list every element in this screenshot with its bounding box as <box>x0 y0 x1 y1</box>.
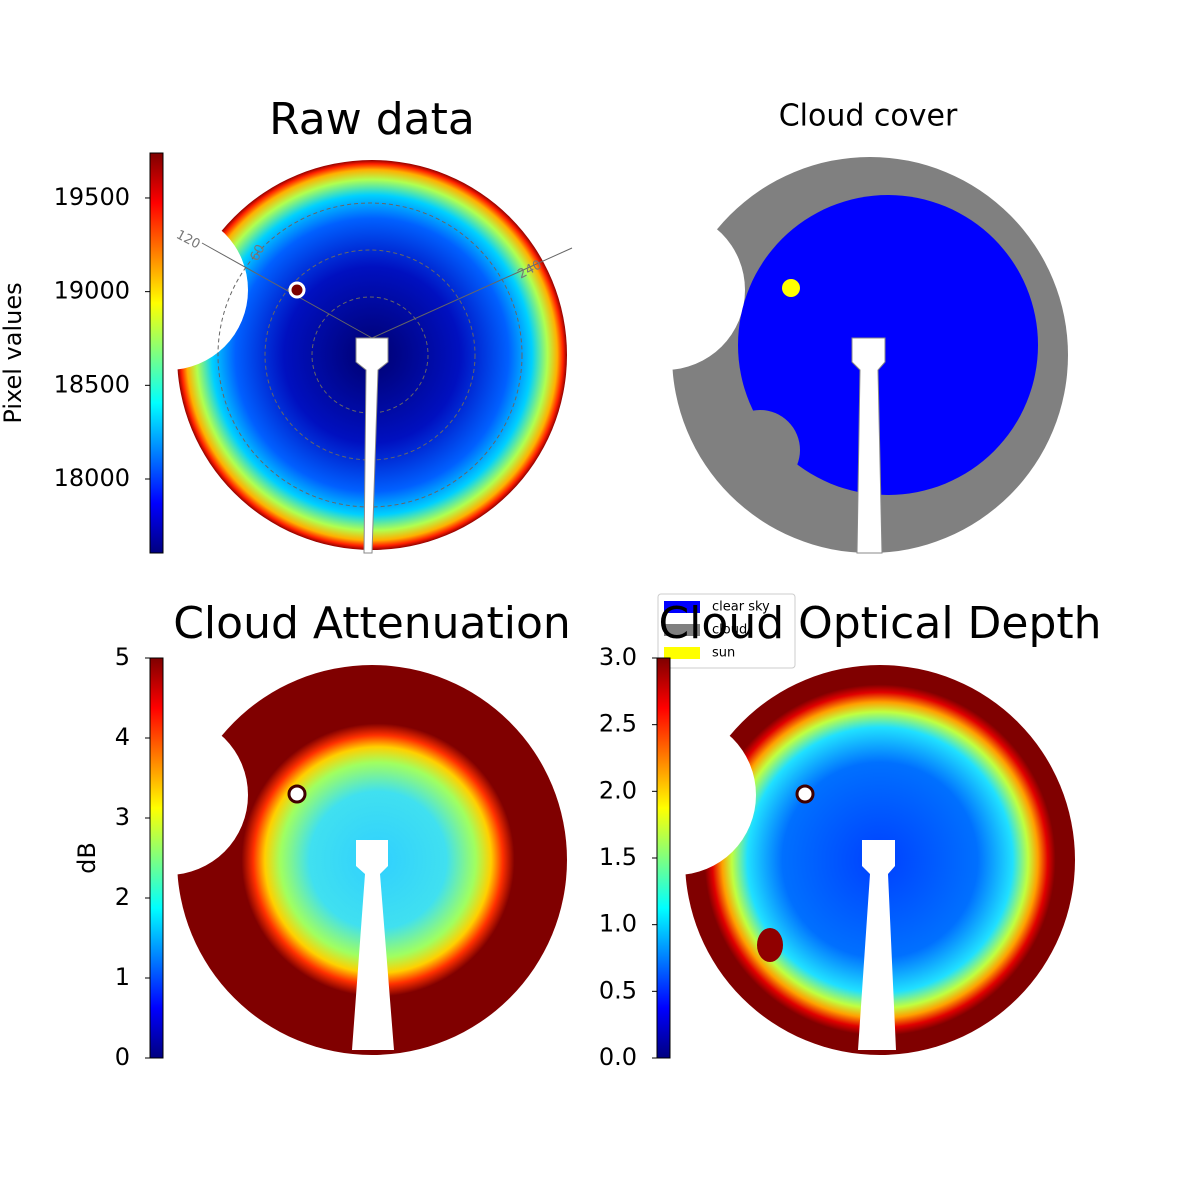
legend-label: sun <box>712 646 735 661</box>
raw-image <box>150 150 580 560</box>
colorbar-tick-label: 18000 <box>54 464 130 492</box>
cloud-cover-image <box>660 150 1080 560</box>
colorbar-tick-label: 1.0 <box>599 910 637 938</box>
colorbar-tick-label: 2.5 <box>599 710 637 738</box>
colorbar-label: dB <box>73 842 101 874</box>
colorbar-tick-label: 5 <box>115 643 130 671</box>
colorbar-tick-label: 0.5 <box>599 976 637 1004</box>
panel-title: Cloud Attenuation <box>173 598 571 649</box>
colorbar-tick-label: 3.0 <box>599 643 637 671</box>
polar-label: 60 <box>247 242 268 264</box>
legend-label: cloud <box>712 623 747 638</box>
colorbar <box>656 657 671 1059</box>
colorbar-tick-label: 0 <box>115 1043 130 1071</box>
panel-title: Cloud cover <box>779 99 958 134</box>
colorbar-tick-label: 2 <box>115 883 130 911</box>
attenuation-image <box>150 660 580 1070</box>
optical-depth-image <box>660 660 1090 1070</box>
legend-swatch <box>664 624 700 636</box>
panel-title: Cloud Optical Depth <box>658 598 1101 649</box>
colorbar-tick-label: 19000 <box>54 277 130 305</box>
legend-label: clear sky <box>712 600 770 615</box>
colorbar-tick-label: 4 <box>115 723 130 751</box>
legend-swatch <box>664 647 700 659</box>
colorbar-tick-label: 18500 <box>54 370 130 398</box>
colorbar <box>149 152 164 554</box>
colorbar-tick-label: 0.0 <box>599 1043 637 1071</box>
legend-swatch <box>664 601 700 613</box>
colorbar-tick-label: 1.5 <box>599 843 637 871</box>
colorbar <box>149 657 164 1059</box>
colorbar-tick-label: 19500 <box>54 183 130 211</box>
panel-title: Raw data <box>269 94 475 145</box>
colorbar-tick-label: 3 <box>115 803 130 831</box>
colorbar-tick-label: 1 <box>115 963 130 991</box>
colorbar-label: Pixel values <box>0 282 27 423</box>
colorbar-tick-label: 2.0 <box>599 776 637 804</box>
